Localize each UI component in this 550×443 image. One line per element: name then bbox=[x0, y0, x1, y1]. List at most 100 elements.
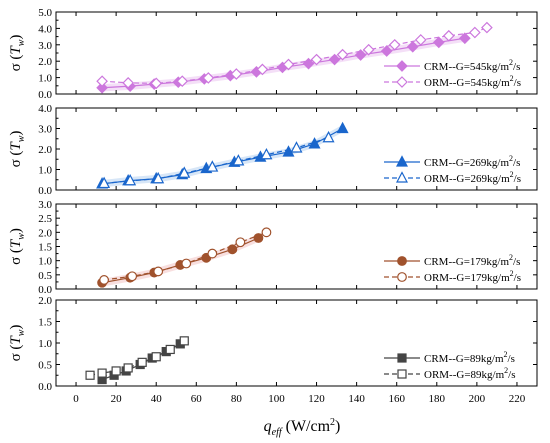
legend-label-exp: 2 bbox=[504, 350, 508, 359]
data-point bbox=[99, 275, 109, 285]
legend-marker bbox=[397, 256, 407, 266]
legend-entry: CRM--G=179kg/m2/s bbox=[424, 253, 520, 268]
y-axis-label-sub: w bbox=[16, 329, 27, 336]
data-point bbox=[152, 171, 165, 184]
data-point bbox=[98, 176, 111, 189]
legend-label-post: /s bbox=[514, 173, 521, 185]
y-axis-label-T: T bbox=[8, 141, 24, 151]
legend-label-exp: 2 bbox=[509, 253, 513, 262]
series-line bbox=[102, 27, 488, 84]
y-tick-label: 2.0 bbox=[38, 227, 52, 239]
x-tick-label: 220 bbox=[509, 393, 526, 405]
y-tick-label: 2.5 bbox=[38, 213, 52, 225]
y-axis-label-sub: w bbox=[16, 233, 27, 240]
y-axis-label-T: T bbox=[8, 45, 24, 55]
legend-entry: CRM--G=545kg/m2/s bbox=[424, 58, 520, 73]
y-tick-label: 0.0 bbox=[38, 89, 52, 101]
x-tick-label: 180 bbox=[429, 393, 446, 405]
data-point bbox=[282, 58, 295, 71]
data-point bbox=[207, 248, 218, 259]
data-point bbox=[124, 173, 137, 186]
series-line bbox=[102, 127, 343, 185]
legend-marker bbox=[397, 272, 407, 282]
data-point bbox=[202, 72, 215, 84]
legend-label-post: /s bbox=[513, 61, 520, 73]
panels-group: 0.01.02.03.04.05.0σ (Tw)CRM--G=545kg/m2/… bbox=[8, 7, 538, 393]
data-point bbox=[261, 227, 272, 238]
legend-marker bbox=[396, 60, 408, 72]
y-axis-label-close: ) bbox=[8, 35, 24, 40]
data-point bbox=[227, 244, 238, 255]
legend-marker bbox=[396, 171, 408, 183]
legend-label-pre: CRM--G=545kg/m bbox=[424, 61, 509, 73]
series-orm bbox=[96, 21, 493, 90]
legend-label-pre: ORM--G=545kg/m bbox=[424, 77, 510, 89]
legend-label-post: /s bbox=[513, 256, 520, 268]
y-axis-label-T: T bbox=[8, 238, 24, 248]
y-axis-label-close: ) bbox=[8, 228, 24, 233]
x-tick-label: 160 bbox=[388, 393, 405, 405]
data-point bbox=[260, 147, 273, 160]
confidence-band bbox=[102, 124, 343, 188]
legend-marker bbox=[396, 155, 408, 167]
data-point bbox=[290, 141, 303, 153]
data-point bbox=[414, 34, 427, 46]
data-point bbox=[336, 121, 349, 134]
data-point bbox=[310, 53, 323, 66]
legend-marker bbox=[396, 76, 408, 88]
x-tick-label: 0 bbox=[73, 393, 79, 405]
x-tick-label: 20 bbox=[111, 393, 123, 405]
confidence-band bbox=[102, 234, 259, 287]
x-tick-label: 40 bbox=[151, 393, 163, 405]
data-point bbox=[206, 160, 219, 172]
x-axis-label-exp: 2 bbox=[330, 417, 335, 428]
panel-4: 0.00.51.01.52.0σ (Tw)CRM--G=89kg/m2/sORM… bbox=[8, 295, 538, 393]
y-tick-label: 3.0 bbox=[38, 124, 52, 136]
series-orm bbox=[99, 227, 272, 285]
data-point bbox=[137, 357, 147, 367]
x-tick-label: 140 bbox=[348, 393, 365, 405]
data-point bbox=[380, 45, 393, 57]
y-tick-label: 4.0 bbox=[38, 23, 52, 35]
data-point bbox=[153, 266, 164, 277]
data-point bbox=[442, 29, 455, 42]
data-point bbox=[127, 271, 138, 282]
x-axis-label-sub: eff bbox=[272, 427, 283, 438]
x-tick-label: 60 bbox=[191, 393, 203, 405]
data-point bbox=[178, 166, 191, 178]
data-point bbox=[165, 344, 175, 355]
x-axis-label: qeff (W/cm2) bbox=[264, 417, 341, 438]
data-point bbox=[235, 237, 246, 248]
data-point bbox=[481, 21, 493, 34]
y-tick-label: 2.0 bbox=[38, 295, 52, 307]
legend-label-exp: 2 bbox=[509, 154, 513, 163]
legend-label-pre: ORM--G=89kg/m bbox=[424, 369, 505, 381]
y-axis-label-close: ) bbox=[8, 325, 24, 330]
y-axis-label-T: T bbox=[8, 335, 24, 345]
legend-label-pre: CRM--G=179kg/m bbox=[424, 256, 509, 268]
legend-label-exp: 2 bbox=[510, 74, 514, 83]
data-point bbox=[181, 258, 192, 269]
legend: CRM--G=545kg/m2/s ORM--G=545kg/m2/s bbox=[384, 58, 521, 89]
legend-label-pre: CRM--G=89kg/m bbox=[424, 353, 504, 365]
y-axis-label-sigma: σ ( bbox=[8, 345, 24, 362]
data-point bbox=[322, 130, 335, 143]
data-point bbox=[150, 77, 163, 90]
data-point bbox=[362, 43, 375, 56]
x-tick-label: 200 bbox=[469, 393, 486, 405]
data-point bbox=[354, 49, 367, 61]
legend-label-pre: CRM--G=269kg/m bbox=[424, 157, 509, 169]
panel-3: 0.0 0.5 1.0 1.5 2.0 2.5 3.0 σ (Tw) CRM--G=179kg/… bbox=[8, 199, 538, 296]
y-axis-label-sub: w bbox=[16, 135, 27, 142]
legend-label-post: /s bbox=[508, 369, 515, 381]
y-tick-label: 4.0 bbox=[38, 103, 52, 115]
legend-entry: ORM--G=179kg/m2/s bbox=[424, 269, 521, 284]
y-axis-label: σ (Tw) bbox=[8, 35, 27, 72]
y-axis-label-sigma: σ ( bbox=[8, 151, 24, 168]
legend-label-exp: 2 bbox=[510, 170, 514, 179]
y-tick-label: 1.5 bbox=[38, 242, 52, 254]
series-orm bbox=[98, 130, 335, 189]
